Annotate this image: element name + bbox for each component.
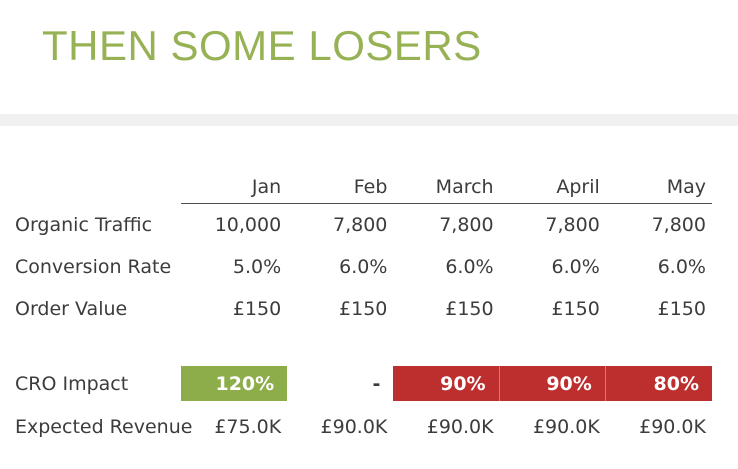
data-table: Jan Feb March April May Organic Traffic … (15, 172, 712, 447)
row-label: Order Value (15, 298, 128, 320)
divider-band (0, 114, 738, 126)
row-label: Organic Traffic (15, 214, 153, 236)
cro-cell-negative: 90% (393, 366, 500, 401)
slide-title: THEN SOME LOSERS (42, 22, 482, 69)
column-header-march: March (393, 172, 500, 204)
cell: £75.0K (214, 416, 282, 438)
column-header-april: April (499, 172, 606, 204)
cell: £90.0K (320, 416, 388, 438)
row-label: Expected Revenue (15, 416, 193, 438)
cell: 5.0% (232, 256, 282, 278)
column-header-feb: Feb (287, 172, 394, 204)
cro-cell-negative: 80% (605, 366, 712, 401)
cell: £150 (232, 298, 282, 320)
cell: £90.0K (426, 416, 494, 438)
cell: 6.0% (445, 256, 494, 278)
cell: 6.0% (551, 256, 600, 278)
header-label-spacer (15, 172, 181, 204)
cell: 7,800 (439, 214, 494, 236)
row-order-value: Order Value £150 £150 £150 £150 £150 (15, 288, 712, 330)
cell: 6.0% (339, 256, 388, 278)
row-conversion-rate: Conversion Rate 5.0% 6.0% 6.0% 6.0% 6.0% (15, 246, 712, 288)
column-header-may: May (605, 172, 712, 204)
row-label: CRO Impact (15, 372, 129, 395)
cell: £150 (657, 298, 706, 320)
spacer-row (15, 330, 712, 366)
row-expected-revenue: Expected Revenue £75.0K £90.0K £90.0K £9… (15, 407, 712, 447)
cell: £90.0K (532, 416, 600, 438)
cell: £150 (339, 298, 388, 320)
column-header-jan: Jan (181, 172, 288, 204)
cell: 6.0% (657, 256, 706, 278)
cell: £150 (445, 298, 494, 320)
cell: 10,000 (214, 214, 282, 236)
row-label: Conversion Rate (15, 256, 172, 278)
header-row: Jan Feb March April May (15, 172, 712, 204)
cell: 7,800 (545, 214, 600, 236)
cro-cell-negative: 90% (499, 366, 606, 401)
cro-cell-positive: 120% (181, 366, 288, 401)
cell: £90.0K (639, 416, 706, 438)
cell: 7,800 (651, 214, 706, 236)
cell: £150 (551, 298, 600, 320)
row-cro-impact: CRO Impact 120% - 90% 90% 80% (15, 366, 712, 401)
cell: 7,800 (332, 214, 388, 236)
cro-cell-empty: - (372, 372, 381, 395)
row-organic-traffic: Organic Traffic 10,000 7,800 7,800 7,800… (15, 204, 712, 246)
